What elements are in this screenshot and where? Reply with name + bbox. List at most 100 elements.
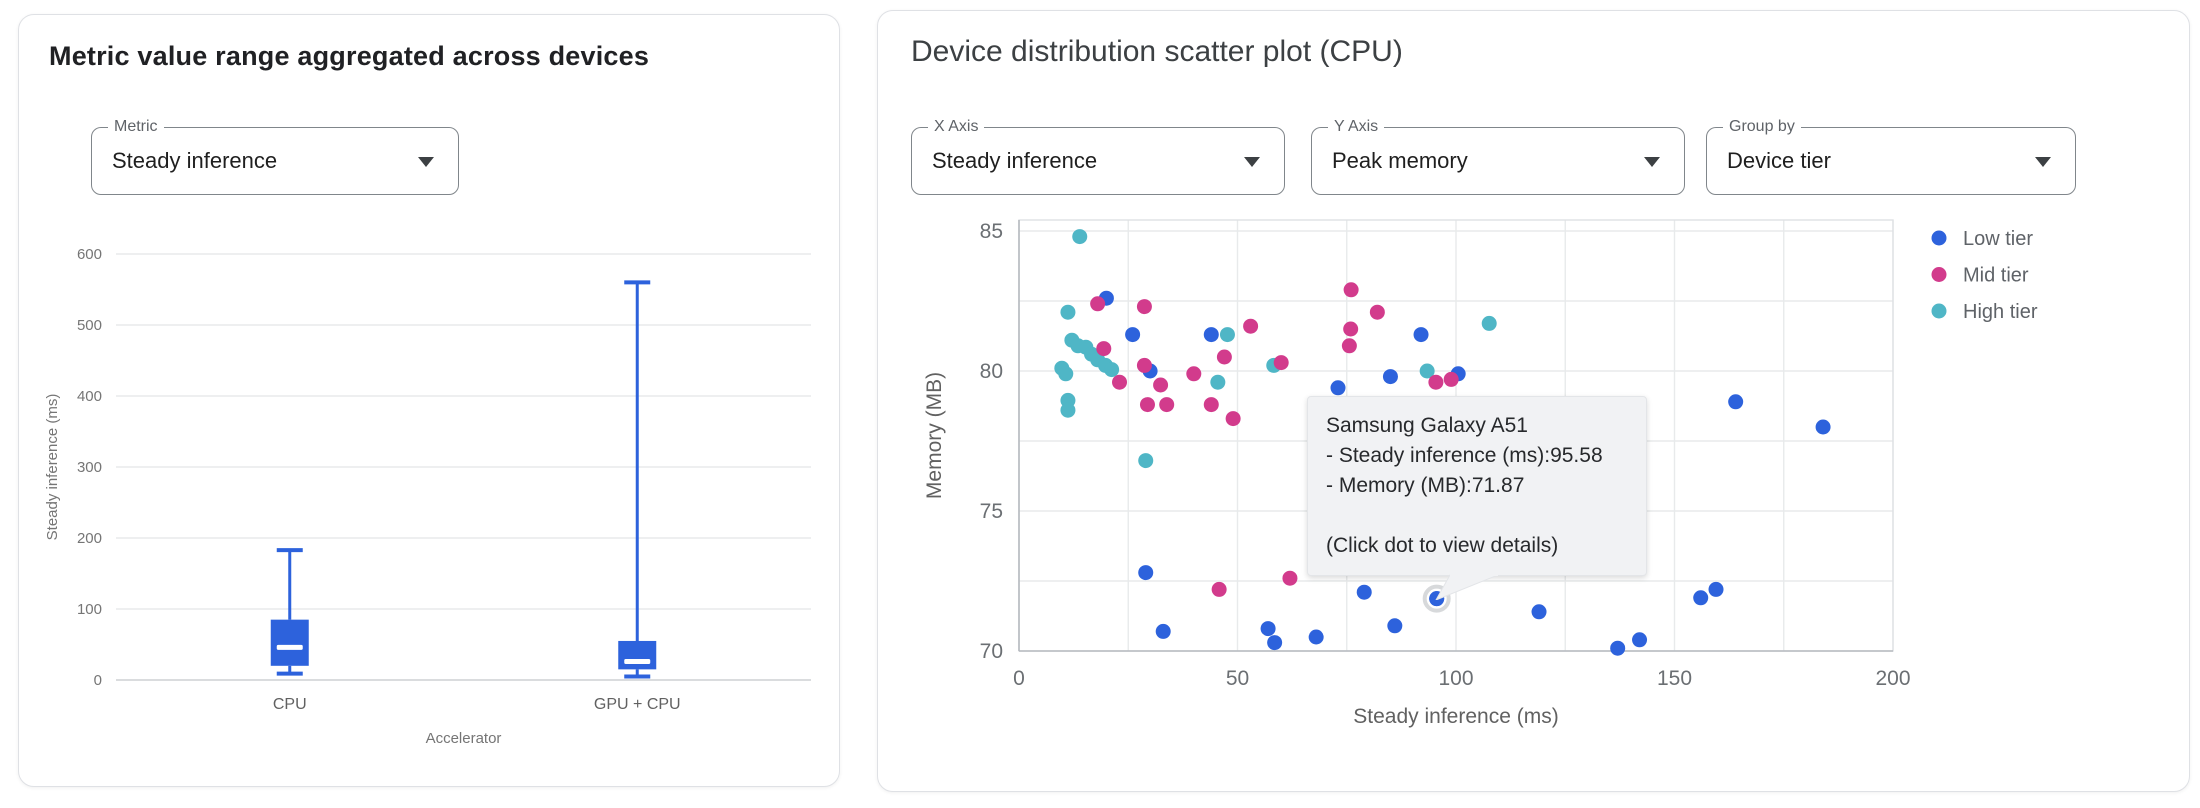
- y-tick-label: 400: [77, 388, 102, 405]
- scatter-point-mid-tier[interactable]: [1282, 570, 1298, 586]
- scatter-point-low-tier[interactable]: [1330, 380, 1346, 396]
- scatter-point-low-tier[interactable]: [1413, 327, 1429, 343]
- scatter-point-mid-tier[interactable]: [1159, 397, 1175, 413]
- y-tick-label: 75: [980, 500, 1003, 523]
- y-tick-label: 500: [77, 317, 102, 334]
- scatter-point-mid-tier[interactable]: [1428, 374, 1444, 390]
- metric-select[interactable]: Metric Steady inference: [91, 117, 459, 195]
- tooltip-y-value: - Memory (MB):71.87: [1326, 474, 1525, 497]
- y-axis-select-value: Peak memory: [1332, 148, 1468, 173]
- scatter-point-mid-tier[interactable]: [1369, 304, 1385, 320]
- y-tick-label: 0: [94, 672, 102, 689]
- x-tick-label: GPU + CPU: [594, 696, 681, 713]
- scatter-point-mid-tier[interactable]: [1443, 371, 1459, 387]
- box-gpu-cpu[interactable]: [618, 280, 657, 679]
- scatter-point-mid-tier[interactable]: [1273, 355, 1289, 371]
- scatter-point-low-tier[interactable]: [1693, 590, 1709, 606]
- scatter-point-low-tier[interactable]: [1203, 327, 1219, 343]
- scatter-point-low-tier[interactable]: [1138, 565, 1154, 581]
- scatter-point-low-tier[interactable]: [1387, 618, 1403, 634]
- y-axis-select[interactable]: Y Axis Peak memory: [1311, 117, 1685, 195]
- scatter-point-mid-tier[interactable]: [1343, 282, 1359, 298]
- scatter-point-high-tier[interactable]: [1481, 315, 1497, 331]
- chevron-down-icon: [1244, 157, 1260, 167]
- scatter-point-low-tier[interactable]: [1610, 640, 1626, 656]
- scatter-chart[interactable]: 0 50 100 150 200 70 75 80 85 Steady inference (ms…: [878, 161, 2189, 761]
- y-tick-label: 70: [980, 640, 1003, 663]
- scatter-point-low-tier[interactable]: [1728, 394, 1744, 410]
- scatter-point-low-tier[interactable]: [1308, 629, 1324, 645]
- scatter-point-mid-tier[interactable]: [1136, 299, 1152, 315]
- tooltip-device-name: Samsung Galaxy A51: [1326, 414, 1528, 437]
- scatter-point-mid-tier[interactable]: [1243, 318, 1259, 334]
- scatter-point-low-tier[interactable]: [1125, 327, 1141, 343]
- scatter-point-low-tier[interactable]: [1531, 604, 1547, 620]
- metric-select-value: Steady inference: [112, 148, 278, 173]
- scatter-point-mid-tier[interactable]: [1341, 338, 1357, 354]
- scatter-point-mid-tier[interactable]: [1216, 349, 1232, 365]
- tooltip-x-value: - Steady inference (ms):95.58: [1326, 444, 1603, 467]
- boxplot-chart[interactable]: 0 100 200 300 400 500 600 Steady inference (ms)…: [35, 197, 825, 777]
- scatter-point-mid-tier[interactable]: [1090, 296, 1106, 312]
- tooltip-note: (Click dot to view details): [1326, 534, 1559, 557]
- group-by-select[interactable]: Group by Device tier: [1706, 117, 2076, 195]
- scatter-point-low-tier[interactable]: [1155, 623, 1171, 639]
- legend-item-mid-tier: Mid tier: [1931, 265, 2029, 287]
- scatter-point-low-tier[interactable]: [1356, 584, 1372, 600]
- scatter-panel: Device distribution scatter plot (CPU) X…: [877, 10, 2190, 792]
- y-tick-label: 85: [980, 220, 1003, 243]
- scatter-point-low-tier[interactable]: [1815, 419, 1831, 435]
- median-line: [276, 644, 303, 650]
- x-tick-label: 200: [1875, 667, 1910, 690]
- scatter-point-low-tier[interactable]: [1708, 581, 1724, 597]
- x-tick-label: CPU: [273, 696, 307, 713]
- scatter-point-mid-tier[interactable]: [1211, 581, 1227, 597]
- scatter-point-high-tier[interactable]: [1104, 362, 1120, 378]
- scatter-point-high-tier[interactable]: [1060, 402, 1076, 418]
- y-axis-title: Memory (MB): [923, 372, 946, 499]
- legend-dot-mid-tier: [1931, 267, 1947, 282]
- scatter-point-low-tier[interactable]: [1632, 632, 1648, 648]
- tooltip-pointer: [1435, 574, 1498, 600]
- scatter-point-high-tier[interactable]: [1219, 327, 1235, 343]
- median-line: [624, 659, 651, 665]
- group-by-select-label: Group by: [1723, 117, 1801, 137]
- legend-item-low-tier: Low tier: [1931, 228, 2033, 250]
- legend-label-low-tier: Low tier: [1963, 228, 2033, 250]
- x-axis-title: Accelerator: [426, 730, 502, 747]
- scatter-point-mid-tier[interactable]: [1136, 357, 1152, 373]
- scatter-point-mid-tier[interactable]: [1112, 374, 1128, 390]
- scatter-point-low-tier[interactable]: [1260, 621, 1276, 637]
- scatter-point-low-tier[interactable]: [1267, 635, 1283, 651]
- scatter-point-high-tier[interactable]: [1058, 366, 1074, 382]
- scatter-point-high-tier[interactable]: [1060, 304, 1076, 320]
- scatter-point-mid-tier[interactable]: [1343, 321, 1359, 337]
- scatter-point-high-tier[interactable]: [1210, 374, 1226, 390]
- scatter-point-mid-tier[interactable]: [1186, 366, 1202, 382]
- x-tick-label: 150: [1657, 667, 1692, 690]
- chevron-down-icon: [418, 157, 434, 167]
- legend-dot-high-tier: [1931, 303, 1947, 319]
- scatter-point-low-tier[interactable]: [1382, 369, 1398, 385]
- scatter-point-mid-tier[interactable]: [1203, 397, 1219, 413]
- y-axis-title: Steady inference (ms): [44, 394, 61, 541]
- scatter-point-high-tier[interactable]: [1419, 363, 1435, 379]
- scatter-point-mid-tier[interactable]: [1096, 341, 1112, 357]
- scatter-point-high-tier[interactable]: [1072, 229, 1088, 245]
- chevron-down-icon: [2035, 157, 2051, 167]
- y-tick-label: 200: [77, 530, 102, 547]
- y-tick-label: 100: [77, 601, 102, 618]
- scatter-point-mid-tier[interactable]: [1139, 397, 1155, 413]
- y-tick-label: 80: [980, 360, 1003, 383]
- y-tick-label: 300: [77, 459, 102, 476]
- scatter-tooltip: Samsung Galaxy A51 - Steady inference (m…: [1307, 396, 1647, 600]
- scatter-point-mid-tier[interactable]: [1225, 411, 1241, 427]
- scatter-point-mid-tier[interactable]: [1153, 377, 1169, 393]
- boxplot-panel-title: Metric value range aggregated across dev…: [49, 41, 650, 71]
- scatter-point-high-tier[interactable]: [1138, 453, 1154, 469]
- legend-dot-low-tier: [1931, 230, 1947, 246]
- x-axis-title: Steady inference (ms): [1353, 705, 1558, 728]
- box-cpu[interactable]: [270, 548, 309, 676]
- x-axis-select[interactable]: X Axis Steady inference: [911, 117, 1285, 195]
